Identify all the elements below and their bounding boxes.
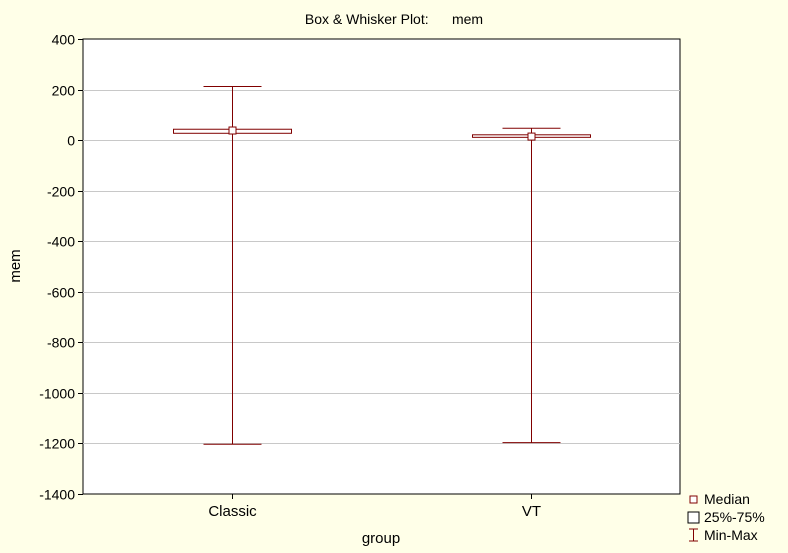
median-marker	[228, 126, 237, 135]
x-axis-ticks: Classic VT	[208, 494, 541, 520]
legend-median-label: Median	[704, 491, 750, 507]
y-tick-label: 400	[52, 32, 76, 48]
legend-median-marker	[689, 495, 698, 504]
legend-minmax-marker	[689, 528, 698, 542]
y-tick-label: -1200	[39, 436, 75, 452]
legend-box-marker	[687, 511, 700, 524]
x-axis-label: group	[362, 530, 400, 547]
y-tick-label: -200	[47, 184, 75, 200]
y-tick-label: -400	[47, 234, 75, 250]
median-marker	[527, 132, 536, 141]
y-axis-label: mem	[7, 249, 24, 282]
y-tick-label: -600	[47, 285, 75, 301]
x-tick-label: Classic	[208, 503, 257, 520]
y-tick-label: 200	[52, 83, 76, 99]
y-tick-label: -1000	[39, 386, 75, 402]
y-tick-label: -800	[47, 335, 75, 351]
legend-box-label: 25%-75%	[704, 509, 765, 525]
x-tick-label: VT	[522, 503, 541, 520]
y-axis-ticks: 400 200 0 -200 -400 -600 -800 -1000 -1200 -1400	[39, 32, 83, 503]
y-tick-label: -1400	[39, 487, 75, 503]
legend: Median 25%-75% Min-Max	[687, 491, 765, 543]
y-tick-label: 0	[67, 133, 75, 149]
chart-title: Box & Whisker Plot: mem	[305, 11, 483, 27]
grid-lines	[83, 90, 680, 444]
plot-area	[82, 38, 681, 495]
legend-minmax-label: Min-Max	[704, 527, 758, 543]
box-series	[173, 86, 591, 445]
